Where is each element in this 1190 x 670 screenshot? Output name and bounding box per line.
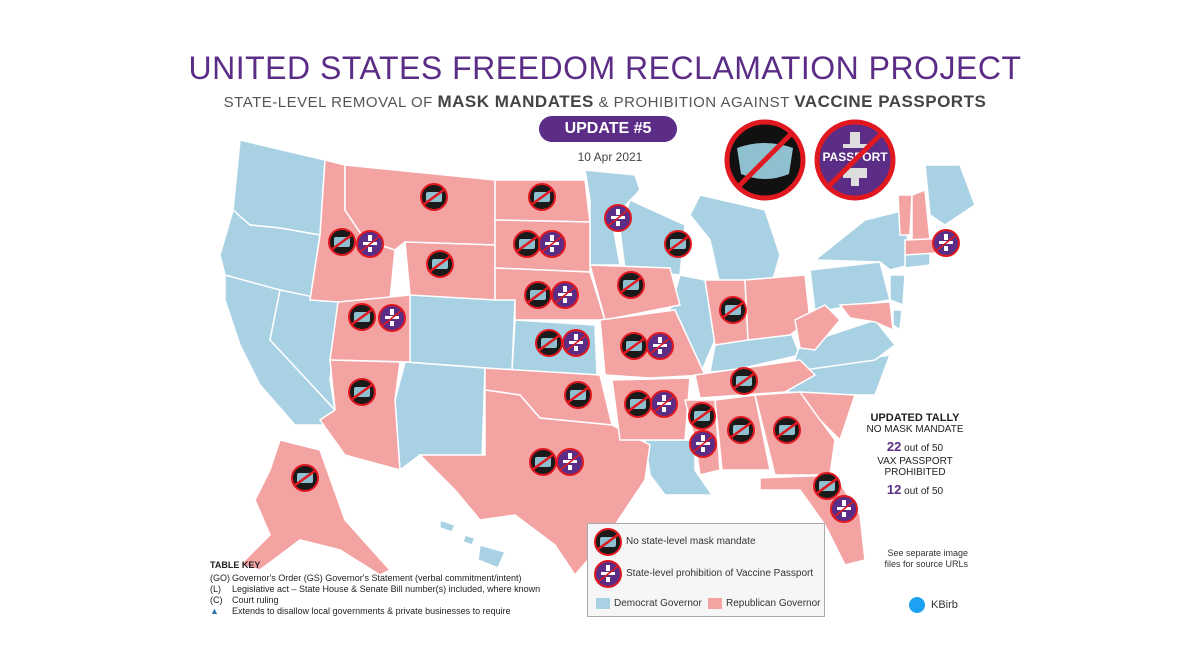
passport-icon-ne	[551, 281, 579, 309]
table-key-code: (L)	[210, 584, 221, 594]
passport-icon-tx	[556, 448, 584, 476]
state-md	[838, 301, 894, 332]
tally-passport-of: out of 50	[904, 486, 944, 497]
mask-icon-sd	[512, 229, 542, 259]
tally-mask-count: 22	[886, 439, 902, 454]
table-key-text: Governor's Order (GS) Governor's Stateme…	[232, 573, 522, 583]
tally-heading: UPDATED TALLY	[870, 412, 960, 424]
legend-mask-icon	[594, 528, 622, 556]
state-ak	[238, 439, 392, 576]
twitter-credit: KBirb	[909, 597, 958, 613]
legend-passport-label: State-level prohibition of Vaccine Passp…	[626, 568, 814, 579]
legend-republican-label: Republican Governor	[726, 598, 821, 609]
state-wa	[232, 139, 326, 236]
mask-icon-az	[347, 377, 377, 407]
table-key-row: (GO) Governor's Order (GS) Governor's Sta…	[210, 573, 540, 584]
mask-icon-ks	[534, 328, 564, 358]
mask-icon-nd	[527, 182, 557, 212]
state-vt	[897, 194, 913, 236]
table-key-text: Extends to disallow local governments & …	[232, 606, 511, 616]
mask-icon-ut	[347, 302, 377, 332]
mask-prohibited-header-icon	[724, 119, 806, 201]
state-nh	[911, 188, 931, 241]
state-co	[404, 289, 516, 371]
state-me	[924, 164, 976, 226]
twitter-handle: KBirb	[931, 598, 958, 611]
passport-icon-mn	[604, 204, 632, 232]
state-hi-1	[439, 518, 457, 533]
passport-icon-fl	[830, 495, 858, 523]
page-subtitle: STATE-LEVEL REMOVAL OF MASK MANDATES & P…	[0, 92, 1190, 112]
passport-icon-sd	[538, 230, 566, 258]
passport-icon-ut	[378, 304, 406, 332]
mask-icon-in	[718, 295, 748, 325]
page-title: UNITED STATES FREEDOM RECLAMATION PROJEC…	[188, 50, 1022, 86]
mask-icon-wi	[663, 229, 693, 259]
tally-passport-label: VAX PASSPORT PROHIBITED	[877, 456, 953, 478]
mask-icon-ga	[772, 415, 802, 445]
subtitle-mask-mandates: MASK MANDATES	[437, 92, 594, 111]
passport-icon-ar	[650, 390, 678, 418]
state-de	[892, 309, 903, 332]
table-key-text: Court ruling	[232, 595, 279, 605]
table-key: TABLE KEY (GO) Governor's Order (GS) Gove…	[210, 560, 540, 617]
mask-icon-ms	[687, 401, 717, 431]
mask-icon-ne	[523, 280, 553, 310]
subtitle-part: STATE-LEVEL REMOVAL OF	[223, 94, 438, 111]
mask-icon-wy	[425, 249, 455, 279]
subtitle-part: & PROHIBITION AGAINST	[593, 94, 795, 111]
table-key-row: (L) Legislative act – State House & Senat…	[210, 584, 540, 595]
state-wv	[794, 304, 842, 351]
table-key-row: ▲ Extends to disallow local governments &…	[210, 606, 540, 617]
state-hi-2	[462, 534, 477, 546]
table-key-code: (GO)	[210, 573, 230, 583]
passport-icon-ms	[689, 430, 717, 458]
map-legend: No state-level mask mandate State-level …	[587, 523, 825, 617]
subtitle-vaccine-passports: VACCINE PASSPORTS	[794, 92, 987, 111]
table-key-heading: TABLE KEY	[210, 560, 261, 570]
passport-icon-ma	[932, 229, 960, 257]
mask-icon-mo	[619, 331, 649, 361]
legend-republican-swatch	[708, 598, 722, 609]
mask-icon-ok	[563, 380, 593, 410]
state-mi	[689, 194, 781, 291]
mask-icon-tx	[528, 447, 558, 477]
table-key-text: Legislative act – State House & Senate B…	[232, 584, 541, 594]
triangle-icon: ▲	[210, 606, 219, 616]
tally-mask-label: NO MASK MANDATE	[866, 424, 964, 435]
tally-panel: UPDATED TALLY NO MASK MANDATE 22 out of …	[850, 412, 980, 497]
legend-mask-label: No state-level mask mandate	[626, 536, 756, 547]
mask-icon-fl	[812, 471, 842, 501]
table-key-row: (C) Court ruling	[210, 595, 540, 606]
state-nm	[394, 361, 486, 472]
mask-icon-tn	[729, 366, 759, 396]
update-badge: UPDATE #5	[539, 116, 677, 142]
mask-icon-al	[726, 415, 756, 445]
table-key-code: (C)	[210, 595, 223, 605]
tally-mask-of: out of 50	[904, 443, 944, 454]
tally-passport-count: 12	[886, 482, 902, 497]
passport-icon-id	[356, 230, 384, 258]
state-nj	[889, 274, 906, 307]
legend-democrat-swatch	[596, 598, 610, 609]
source-note: See separate image files for source URLs	[884, 548, 968, 569]
state-ny	[812, 209, 911, 271]
mask-icon-ar	[623, 389, 653, 419]
passport-prohibited-header-icon: PASSPORT	[814, 119, 896, 201]
legend-passport-icon	[594, 560, 622, 588]
state-sc	[798, 391, 857, 442]
mask-icon-ia	[616, 270, 646, 300]
date-label: 10 Apr 2021	[577, 150, 643, 164]
state-hi-3	[477, 544, 507, 569]
legend-democrat-label: Democrat Governor	[614, 598, 702, 609]
state-az	[318, 359, 401, 472]
mask-icon-mt	[419, 182, 449, 212]
twitter-icon	[909, 597, 925, 613]
mask-icon-ak	[290, 463, 320, 493]
mask-icon-id	[327, 227, 357, 257]
passport-icon-mo	[646, 332, 674, 360]
passport-icon-ks	[562, 329, 590, 357]
